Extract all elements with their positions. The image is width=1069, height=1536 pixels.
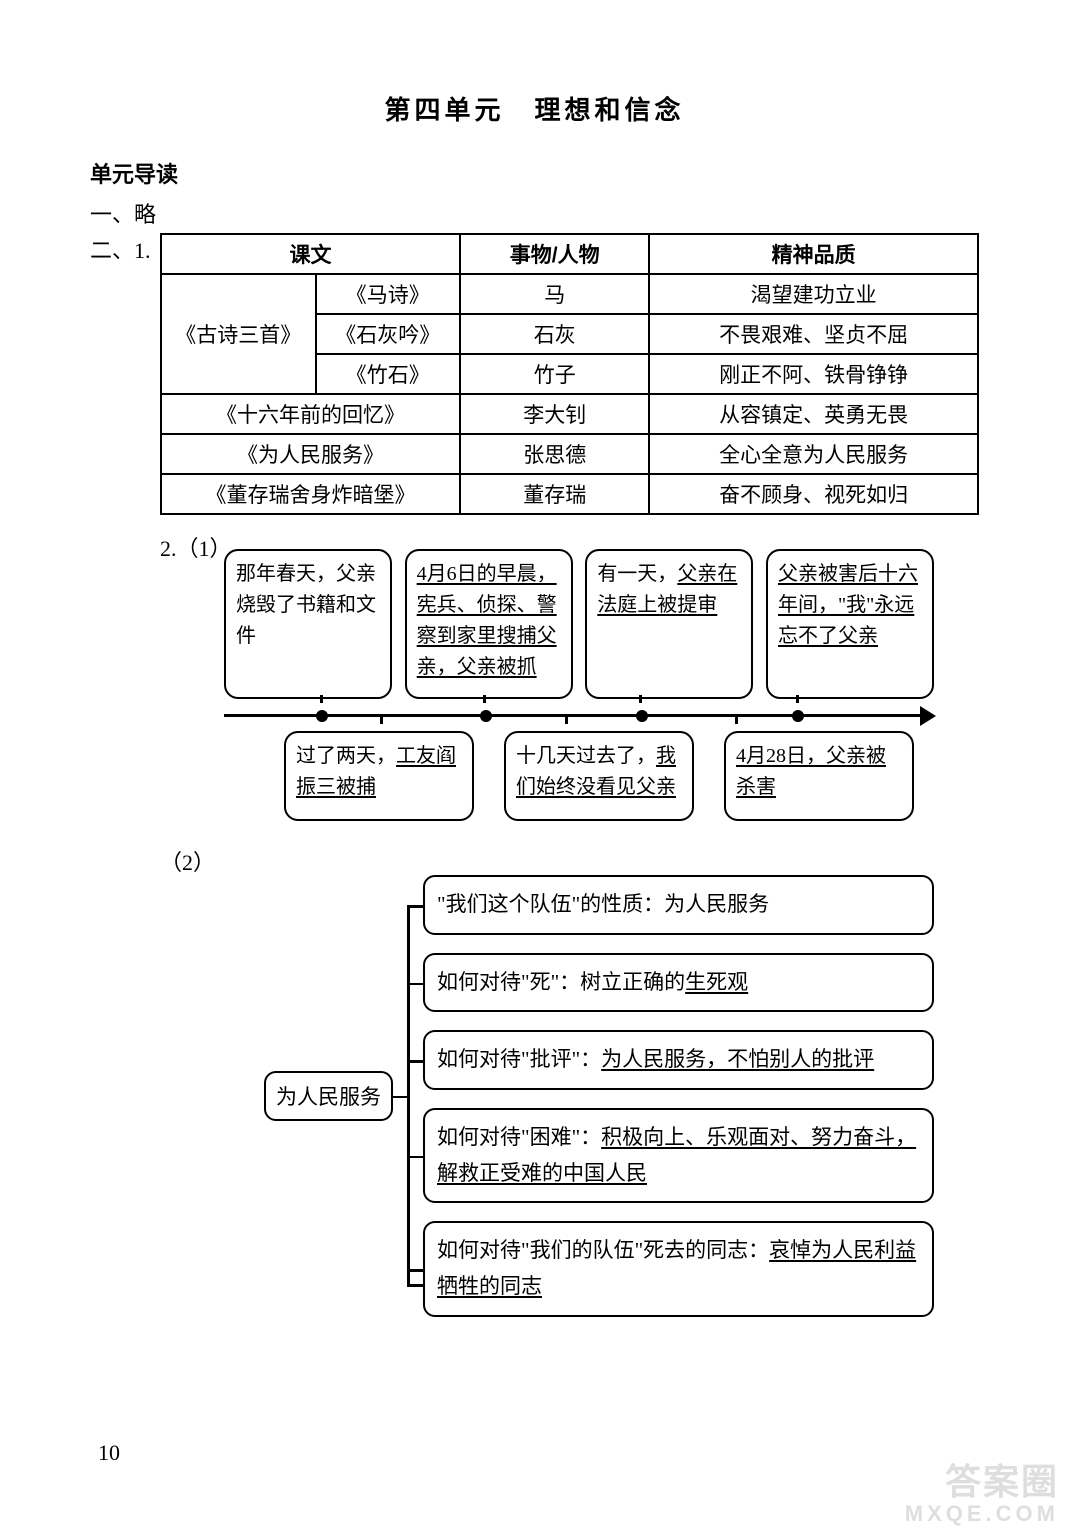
concept-text: "我们这个队伍"的性质：为人民服务 [437, 892, 769, 916]
timeline-event: 有一天，父亲在法庭上被提审 [585, 549, 753, 699]
event-text: 父亲被害后十六年间，"我"永远忘不了父亲 [778, 563, 918, 647]
event-pre: 过了两天， [296, 745, 396, 767]
table-cell: 从容镇定、英勇无畏 [649, 394, 978, 434]
table-cell: 石灰 [460, 314, 649, 354]
page-number: 10 [98, 1440, 120, 1466]
table-cell: 竹子 [460, 354, 649, 394]
table-cell: 《十六年前的回忆》 [161, 394, 460, 434]
table-cell: 《石灰吟》 [316, 314, 461, 354]
item-2-2-prefix: （2） [160, 845, 224, 877]
table-cell: 《竹石》 [316, 354, 461, 394]
concept-item: 如何对待"批评"：为人民服务，不怕别人的批评 [423, 1030, 934, 1090]
concept-pre: 如何对待"困难"： [437, 1125, 601, 1149]
concept-map: 为人民服务 "我们这个队伍"的性质：为人民服务 如何对待"死"：树立正确的生死观… [224, 875, 934, 1317]
concept-pre: 如何对待"批评"： [437, 1047, 601, 1071]
th-quality: 精神品质 [649, 234, 978, 274]
timeline-event: 过了两天，工友阎振三被捕 [284, 731, 474, 821]
timeline-event: 父亲被害后十六年间，"我"永远忘不了父亲 [766, 549, 934, 699]
item-2-1-prefix: 二、1. [90, 233, 160, 265]
concept-ul: 为人民服务，不怕别人的批评 [601, 1047, 874, 1071]
cell-group: 《古诗三首》 [161, 274, 316, 394]
table-cell: 不畏艰难、坚贞不屈 [649, 314, 978, 354]
timeline-event: 4月6日的早晨，宪兵、侦探、警察到家里搜捕父亲，父亲被抓 [405, 549, 573, 699]
table-cell: 董存瑞 [460, 474, 649, 514]
concept-pre: 如何对待"我们的队伍"死去的同志： [437, 1238, 769, 1262]
concept-item: 如何对待"我们的队伍"死去的同志：哀悼为人民利益牺牲的同志 [423, 1221, 934, 1316]
concept-item: 如何对待"困难"：积极向上、乐观面对、努力奋斗，解救正受难的中国人民 [423, 1108, 934, 1203]
table-cell: 渴望建功立业 [649, 274, 978, 314]
bracket-icon [393, 875, 423, 1317]
table-cell: 张思德 [460, 434, 649, 474]
arrow-right-icon [920, 706, 936, 726]
table-cell: 《为人民服务》 [161, 434, 460, 474]
item-1: 一、略 [90, 197, 979, 229]
event-text: 4月28日，父亲被杀害 [736, 745, 886, 798]
event-pre: 十几天过去了， [516, 745, 656, 767]
timeline-event: 十几天过去了，我们始终没看见父亲 [504, 731, 694, 821]
table-cell: 《董存瑞舍身炸暗堡》 [161, 474, 460, 514]
timeline-diagram: 那年春天，父亲烧毁了书籍和文件 4月6日的早晨，宪兵、侦探、警察到家里搜捕父亲，… [224, 549, 934, 821]
timeline-event: 那年春天，父亲烧毁了书籍和文件 [224, 549, 392, 699]
event-pre: 有一天， [597, 563, 677, 585]
event-text: 那年春天，父亲烧毁了书籍和文件 [236, 563, 376, 647]
page-title: 第四单元 理想和信念 [90, 90, 979, 127]
table-cell: 马 [460, 274, 649, 314]
th-subject: 事物/人物 [460, 234, 649, 274]
concept-ul: 生死观 [685, 970, 748, 994]
concept-pre: 如何对待"死"：树立正确的 [437, 970, 685, 994]
timeline-event: 4月28日，父亲被杀害 [724, 731, 914, 821]
timeline-axis [224, 703, 934, 727]
watermark-line1: 答案圈 [945, 1461, 1059, 1502]
concept-item: "我们这个队伍"的性质：为人民服务 [423, 875, 934, 935]
table-cell: 全心全意为人民服务 [649, 434, 978, 474]
table-cell: 《马诗》 [316, 274, 461, 314]
table-cell: 刚正不阿、铁骨铮铮 [649, 354, 978, 394]
concept-root: 为人民服务 [264, 1071, 393, 1121]
event-text: 4月6日的早晨，宪兵、侦探、警察到家里搜捕父亲，父亲被抓 [417, 563, 557, 678]
concept-item: 如何对待"死"：树立正确的生死观 [423, 953, 934, 1013]
table-cell: 李大钊 [460, 394, 649, 434]
section-heading: 单元导读 [90, 157, 979, 189]
item-2-1a-prefix: 2.（1） [160, 531, 224, 563]
watermark: 答案圈 MXQE.COM [905, 1462, 1059, 1526]
summary-table: 课文 事物/人物 精神品质 《古诗三首》 《马诗》 马 渴望建功立业 《石灰吟》… [160, 233, 979, 515]
th-text: 课文 [161, 234, 460, 274]
table-cell: 奋不顾身、视死如归 [649, 474, 978, 514]
watermark-line2: MXQE.COM [905, 1502, 1059, 1526]
